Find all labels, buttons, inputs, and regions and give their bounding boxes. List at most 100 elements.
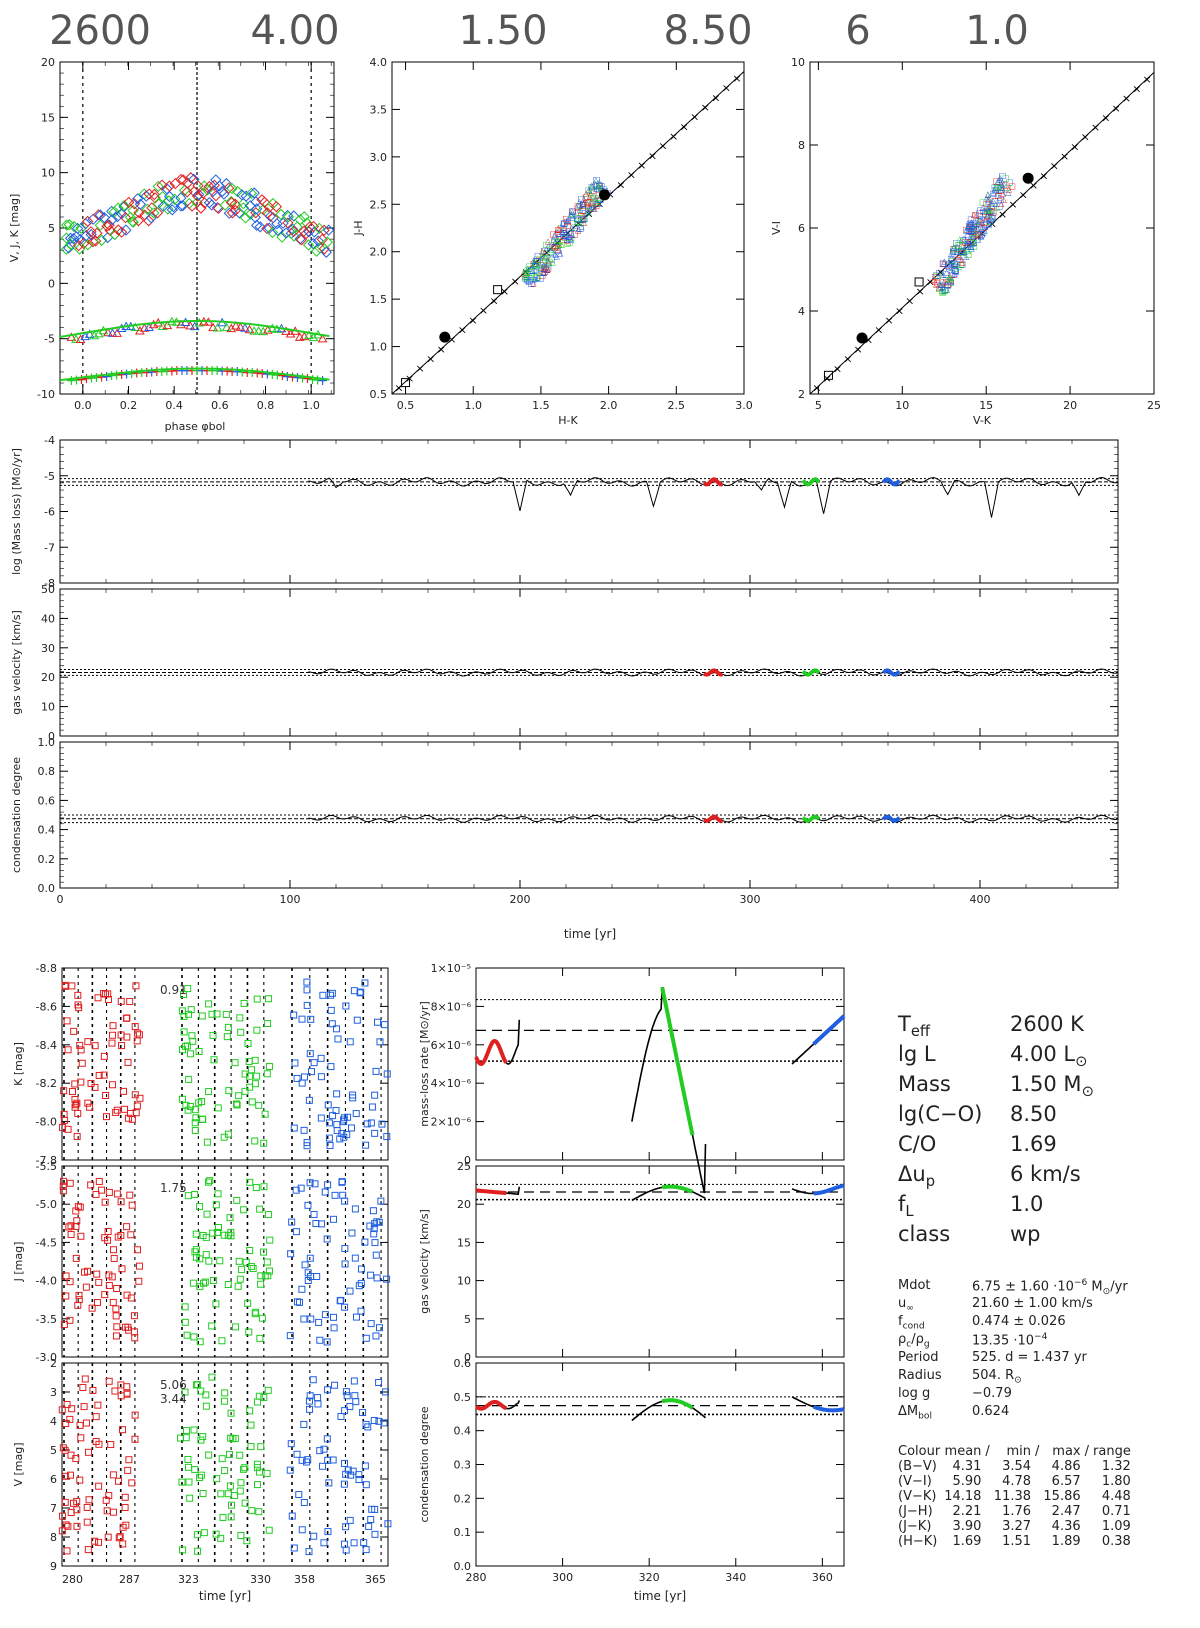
model-point: △ (976, 219, 983, 228)
param-key: fL (898, 1192, 914, 1221)
K-band-point: + (121, 367, 133, 383)
V-band-point (313, 222, 326, 235)
magnitude-point (98, 1186, 106, 1194)
model-point: △ (970, 236, 977, 245)
model-point: □ (945, 259, 953, 268)
magnitude-point (241, 1499, 249, 1507)
magnitude-point (305, 1397, 313, 1405)
magnitude-point (74, 991, 82, 999)
model-point: □ (934, 278, 942, 287)
model-point: □ (552, 242, 560, 251)
filled-marker (439, 331, 451, 343)
model-point: □ (566, 234, 574, 243)
magnitude-point (298, 1015, 306, 1023)
model-point: △ (939, 286, 946, 295)
V-band-point (118, 199, 130, 212)
model-point: □ (596, 184, 604, 193)
magnitude-point (237, 1479, 245, 1487)
y-tick-label: -5.0 (36, 1198, 57, 1211)
magnitude-point (61, 982, 69, 990)
model-point: □ (958, 241, 966, 250)
model-point: □ (944, 281, 952, 290)
model-point: □ (593, 179, 601, 188)
line-marker: × (905, 295, 914, 308)
param-key: lg L (898, 1042, 936, 1066)
K-band-point: + (216, 363, 228, 379)
J-band-point (235, 322, 246, 331)
model-point: □ (588, 186, 596, 195)
model-point: □ (585, 186, 593, 195)
magnitude-point (109, 1508, 117, 1516)
model-point: □ (534, 271, 542, 280)
magnitude-point (186, 1102, 194, 1110)
magnitude-point (119, 1523, 127, 1531)
magnitude-point (118, 1042, 126, 1050)
magnitude-point (371, 1530, 379, 1538)
model-point: △ (965, 223, 972, 232)
magnitude-point (89, 1386, 97, 1394)
model-point: △ (954, 247, 961, 256)
model-point: □ (967, 242, 975, 251)
model-point: □ (954, 240, 962, 249)
model-point: □ (526, 262, 534, 271)
line-marker: × (416, 362, 425, 375)
magnitude-point (108, 1039, 116, 1047)
J-zoom-frame (61, 1165, 389, 1358)
colour-table: Colour mean / min / max / range (B−V) 4.31 3.54 4.8… (898, 1444, 1135, 1549)
model-point: △ (984, 203, 991, 212)
model-point: △ (564, 216, 571, 225)
magnitude-point (130, 1328, 138, 1336)
line-marker: × (1091, 121, 1100, 134)
colour-table-row: (V−I) 5.90 4.78 6.57 1.80 (898, 1474, 1135, 1489)
magnitude-point (192, 1230, 200, 1238)
model-point: □ (999, 171, 1007, 180)
magnitude-point (364, 1423, 372, 1431)
model-point: □ (959, 235, 967, 244)
J-band-point (221, 322, 232, 332)
line-marker: × (542, 246, 551, 259)
header-value-1: 4.00 (250, 8, 339, 54)
magnitude-point (368, 1103, 376, 1111)
model-point: △ (993, 199, 1000, 208)
magnitude-point (241, 1464, 249, 1472)
magnitude-point (65, 1223, 73, 1231)
line-marker: × (1039, 169, 1048, 182)
magnitude-point (328, 1020, 336, 1028)
param-row: Teff 2600 K (898, 1012, 1198, 1042)
magnitude-point (370, 1230, 378, 1238)
x-tick-label: 330 (250, 1573, 271, 1586)
model-point: △ (535, 273, 542, 282)
magnitude-point (323, 1435, 331, 1443)
magnitude-point (79, 1383, 87, 1391)
magnitude-point (113, 1284, 121, 1292)
model-point: △ (527, 266, 534, 275)
model-point: △ (966, 236, 973, 245)
V-band-point (240, 190, 252, 202)
magnitude-point (199, 1115, 207, 1123)
colour-table-cell: 3.27 (1002, 1519, 1032, 1534)
magnitude-point (249, 1265, 257, 1273)
magnitude-point (336, 1297, 344, 1305)
magnitude-point (202, 1402, 210, 1410)
model-point: □ (537, 274, 545, 283)
magnitude-point (310, 1210, 318, 1218)
colour-table-cell: 0.71 (1101, 1504, 1131, 1519)
model-point: △ (536, 260, 543, 269)
magnitude-point (71, 1080, 79, 1088)
y-tick-label: 5 (50, 1444, 57, 1457)
line-marker: × (479, 304, 488, 317)
y-tick-label: 9 (50, 1560, 57, 1573)
model-point: □ (966, 219, 974, 228)
magnitude-point (370, 1416, 378, 1424)
model-point: □ (527, 274, 535, 283)
zoom-series-line (475, 1188, 507, 1196)
magnitude-point (246, 1246, 254, 1254)
magnitude-point (304, 1269, 312, 1277)
y-tick-label: 20 (457, 1198, 471, 1211)
magnitude-point (123, 1383, 131, 1391)
model-point: □ (948, 256, 956, 265)
magnitude-point (319, 991, 327, 999)
magnitude-point (123, 1033, 131, 1041)
V-band-point (233, 207, 246, 219)
model-point: □ (600, 185, 608, 194)
